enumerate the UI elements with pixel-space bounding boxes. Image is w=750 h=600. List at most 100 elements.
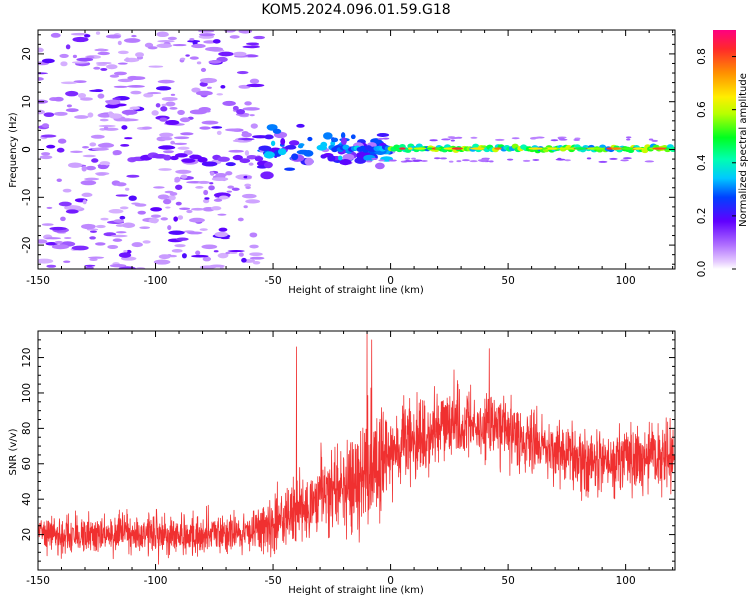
spectrogram-noise-cell <box>158 145 176 150</box>
snr-x-axis-label: Height of straight line (km) <box>288 585 424 596</box>
spectrogram-noise-cell <box>227 185 235 189</box>
spectrogram-noise-cell <box>168 230 185 235</box>
spectrogram-noise-cell <box>242 107 260 111</box>
spectrogram-peak-cell <box>559 147 574 150</box>
spectrogram-peak-cell <box>652 147 667 150</box>
spectrogram-noise-cell <box>174 153 188 158</box>
spectrogram-noise-cell <box>622 157 632 160</box>
spectrogram-noise-cell <box>225 162 236 167</box>
colorbar-gradient <box>713 30 736 269</box>
spectrogram-noise-cell <box>204 197 210 200</box>
spectrogram-noise-cell <box>511 137 520 140</box>
spectrogram-noise-cell <box>159 132 174 138</box>
spectrogram-noise-cell <box>148 65 164 68</box>
spectrogram-noise-cell <box>54 240 63 244</box>
spectrogram-noise-cell <box>56 178 62 182</box>
spectrogram-noise-cell <box>161 103 167 107</box>
spectrogram-peak-cell <box>399 147 406 150</box>
spectrogram-noise-cell <box>203 189 209 196</box>
spectrogram-noise-cell <box>179 207 191 211</box>
spectrogram-noise-cell <box>54 111 68 116</box>
spectrogram-noise-cell <box>210 206 222 211</box>
spectrogram-noise-cell <box>404 157 411 160</box>
spectrogram-noise-cell <box>113 71 127 76</box>
spectrogram-noise-cell <box>124 187 130 191</box>
spectrogram-noise-cell <box>231 187 240 191</box>
spectrogram-noise-cell <box>173 136 190 140</box>
snr-series-line <box>38 331 675 565</box>
spectrogram-noise-cell <box>244 183 252 188</box>
spectrogram-noise-cell <box>237 217 244 222</box>
spectrogram-y-tick-label: 0 <box>21 146 33 153</box>
spectrogram-signal-cell <box>376 133 390 137</box>
spectrogram-noise-cell <box>365 160 373 163</box>
spectrogram-noise-cell <box>115 182 127 187</box>
snr-x-tick-label: -150 <box>26 575 50 587</box>
spectrogram-signal-cell <box>374 162 385 170</box>
snr-x-tick-label: 50 <box>501 575 514 587</box>
spectrogram-noise-cell <box>95 31 101 35</box>
spectrogram-noise-cell <box>246 83 265 88</box>
spectrogram-noise-cell <box>171 249 183 253</box>
spectrogram-noise-cell <box>46 264 57 268</box>
spectrogram-noise-cell <box>119 215 126 220</box>
spectrogram-noise-cell <box>197 157 208 163</box>
spectrogram-noise-cell <box>115 194 129 197</box>
spectrogram-noise-cell <box>41 152 51 156</box>
spectrogram-noise-cell <box>87 112 94 118</box>
spectrogram-noise-cell <box>215 172 227 178</box>
spectrogram-noise-cell <box>199 33 215 37</box>
spectrogram-noise-cell <box>115 231 127 234</box>
spectrogram-signal-cell <box>284 145 297 150</box>
spectrogram-noise-cell <box>203 198 210 204</box>
spectrogram-noise-cell <box>58 201 72 207</box>
spectrogram-noise-cell <box>160 217 168 221</box>
spectrogram-noise-cell <box>65 108 79 113</box>
colorbar-tick-label: 0.2 <box>696 208 708 225</box>
spectrogram-noise-cell <box>191 87 201 93</box>
snr-y-axis-label: SNR (v/v) <box>8 428 19 475</box>
spectrogram-noise-cell <box>199 228 208 231</box>
spectrogram-noise-cell <box>112 149 122 156</box>
spectrogram-noise-cell <box>45 237 62 240</box>
spectrogram-noise-cell <box>232 51 247 57</box>
spectrogram-noise-cell <box>159 117 168 122</box>
spectrogram-signal-cell <box>331 137 339 143</box>
spectrogram-noise-cell <box>85 165 96 171</box>
spectrogram-noise-cell <box>181 253 187 259</box>
spectrogram-noise-cell <box>456 160 462 163</box>
spectrogram-noise-cell <box>128 195 137 201</box>
spectrogram-noise-cell <box>173 216 179 222</box>
spectrogram-noise-cell <box>586 157 592 160</box>
spectrogram-noise-cell <box>148 217 159 224</box>
spectrogram-noise-cell <box>167 225 172 231</box>
spectrogram-noise-cell <box>216 93 224 96</box>
spectrogram-signal-cell <box>350 134 356 140</box>
spectrogram-noise-cell <box>196 61 202 65</box>
spectrogram-noise-cell <box>199 77 218 84</box>
spectrogram-noise-cell <box>557 157 562 160</box>
spectrogram-noise-cell <box>93 89 104 93</box>
spectrogram-noise-cell <box>175 184 183 190</box>
spectrogram-noise-cell <box>70 150 83 154</box>
spectrogram-noise-cell <box>213 250 219 253</box>
spectrogram-noise-cell <box>236 109 246 115</box>
spectrogram-noise-cell <box>202 256 212 262</box>
spectrogram-noise-cell <box>245 186 251 190</box>
spectrogram-noise-cell <box>246 42 259 46</box>
spectrogram-signal-cell <box>291 153 299 161</box>
spectrogram-signal-cell <box>337 155 343 161</box>
spectrogram-noise-cell <box>100 217 109 221</box>
spectrogram-noise-cell <box>439 157 448 160</box>
spectrogram-noise-cell <box>211 177 229 182</box>
spectrogram-noise-cell <box>108 209 124 214</box>
spectrogram-noise-cell <box>170 155 179 161</box>
spectrogram-noise-cell <box>246 175 252 179</box>
spectrogram-noise-cell <box>200 67 207 73</box>
spectrogram-noise-cell <box>216 130 222 135</box>
spectrogram-peak-cell <box>443 147 455 150</box>
spectrogram-noise-cell <box>72 36 89 43</box>
spectrogram-noise-cell <box>249 256 265 260</box>
spectrogram-noise-cell <box>50 32 61 38</box>
spectrogram-noise-cell <box>378 159 385 162</box>
